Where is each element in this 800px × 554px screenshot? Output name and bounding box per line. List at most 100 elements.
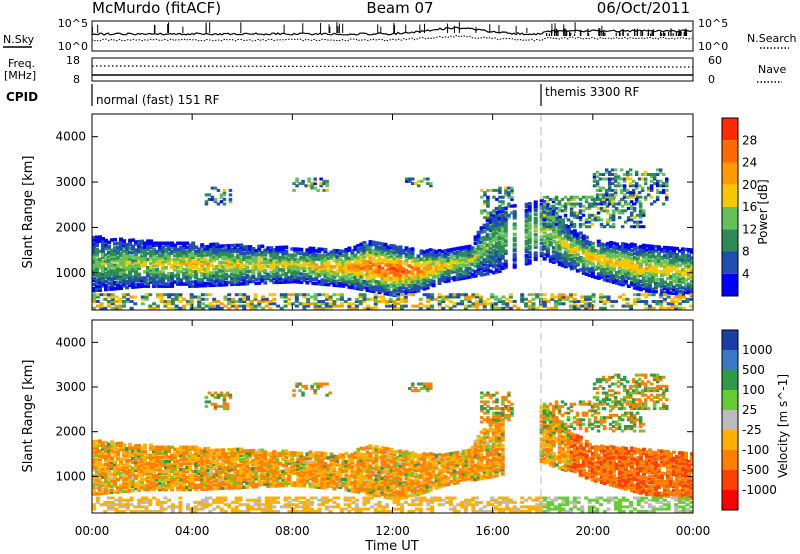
- power-cell: [344, 280, 349, 285]
- power-cell: [332, 265, 337, 269]
- power-cell: [433, 297, 438, 301]
- velocity-cell: [149, 465, 154, 470]
- power-cell: [218, 281, 223, 285]
- power-cell: [350, 257, 355, 261]
- power-cell: [464, 271, 469, 276]
- power-cell: [486, 200, 490, 204]
- power-cell: [113, 260, 117, 264]
- velocity-cell: [161, 471, 166, 476]
- power-cell: [470, 254, 475, 258]
- power-cell: [385, 304, 389, 308]
- power-cell: [614, 207, 619, 210]
- power-cell: [491, 260, 496, 265]
- power-cell: [638, 244, 643, 249]
- power-cell: [422, 258, 427, 262]
- power-cell: [592, 177, 597, 181]
- power-cell: [617, 263, 622, 268]
- power-cell: [494, 215, 499, 219]
- power-cell: [467, 267, 472, 271]
- power-cell: [182, 282, 187, 286]
- power-cell: [212, 297, 217, 301]
- power-cell: [332, 248, 337, 253]
- power-cell: [434, 256, 439, 260]
- power-cell: [410, 259, 415, 263]
- power-cell: [542, 204, 547, 208]
- power-cell: [234, 306, 239, 310]
- power-cell: [218, 262, 223, 267]
- velocity-cell: [140, 477, 145, 482]
- velocity-cell: [104, 471, 108, 475]
- power-cell: [602, 276, 607, 280]
- power-cell: [613, 175, 618, 179]
- power-cell: [92, 241, 96, 246]
- power-cell: [320, 282, 325, 286]
- power-cell: [491, 215, 496, 220]
- power-cell: [209, 273, 214, 277]
- power-cell: [374, 247, 379, 251]
- power-cell: [146, 257, 151, 262]
- power-cell: [152, 249, 157, 254]
- power-cell: [485, 218, 490, 223]
- power-cell: [149, 253, 154, 258]
- power-cell: [322, 188, 326, 192]
- power-cell: [95, 260, 99, 264]
- power-cell: [221, 266, 226, 271]
- power-cell: [425, 265, 430, 270]
- power-cell: [260, 279, 265, 283]
- power-cell: [681, 295, 686, 299]
- power-cell: [167, 241, 172, 245]
- velocity-cell: [185, 475, 190, 480]
- power-cell: [95, 241, 99, 246]
- power-cell: [581, 263, 586, 267]
- power-cell: [125, 267, 130, 271]
- power-cell: [170, 266, 175, 270]
- velocity-cell: [101, 471, 105, 475]
- power-cell: [313, 186, 317, 190]
- power-cell: [377, 290, 382, 295]
- power-cell: [512, 263, 517, 267]
- velocity-cell: [143, 459, 148, 464]
- power-cell: [690, 262, 693, 266]
- power-cell: [366, 297, 371, 301]
- power-cell: [341, 261, 346, 266]
- power-cell: [491, 238, 496, 242]
- velocity-cell: [185, 467, 190, 472]
- power-cell: [563, 258, 568, 263]
- power-cell: [227, 262, 232, 266]
- power-cell: [101, 265, 105, 270]
- power-cell: [230, 268, 235, 272]
- power-cell: [632, 220, 637, 224]
- power-cell: [272, 280, 277, 285]
- power-cell: [598, 186, 603, 190]
- power-cell: [611, 211, 616, 215]
- power-cell: [490, 302, 495, 306]
- power-cell: [425, 271, 430, 276]
- power-cell: [224, 272, 229, 277]
- power-cell: [512, 259, 517, 263]
- power-cell: [614, 279, 619, 283]
- power-cell: [542, 220, 547, 224]
- velocity-cell: [176, 447, 181, 451]
- power-cell: [362, 293, 367, 297]
- power-cell: [625, 195, 630, 199]
- power-cell: [431, 257, 436, 261]
- power-cell: [661, 173, 666, 176]
- power-cell: [317, 300, 322, 303]
- velocity-cell: [185, 447, 190, 451]
- power-cell: [197, 259, 202, 264]
- power-cell: [497, 300, 502, 303]
- power-cell: [610, 182, 615, 186]
- power-cell: [659, 263, 664, 268]
- power-cell: [233, 245, 238, 250]
- power-cell: [524, 202, 529, 207]
- power-cell: [284, 276, 289, 280]
- power-cell: [128, 250, 133, 255]
- power-cell: [383, 259, 388, 263]
- power-cell: [596, 260, 601, 264]
- power-cell: [203, 249, 208, 253]
- power-cell: [163, 293, 168, 297]
- power-cell: [482, 258, 487, 262]
- velocity-cell: [101, 445, 105, 449]
- velocity-cell: [113, 448, 117, 452]
- velocity-cell: [182, 457, 187, 462]
